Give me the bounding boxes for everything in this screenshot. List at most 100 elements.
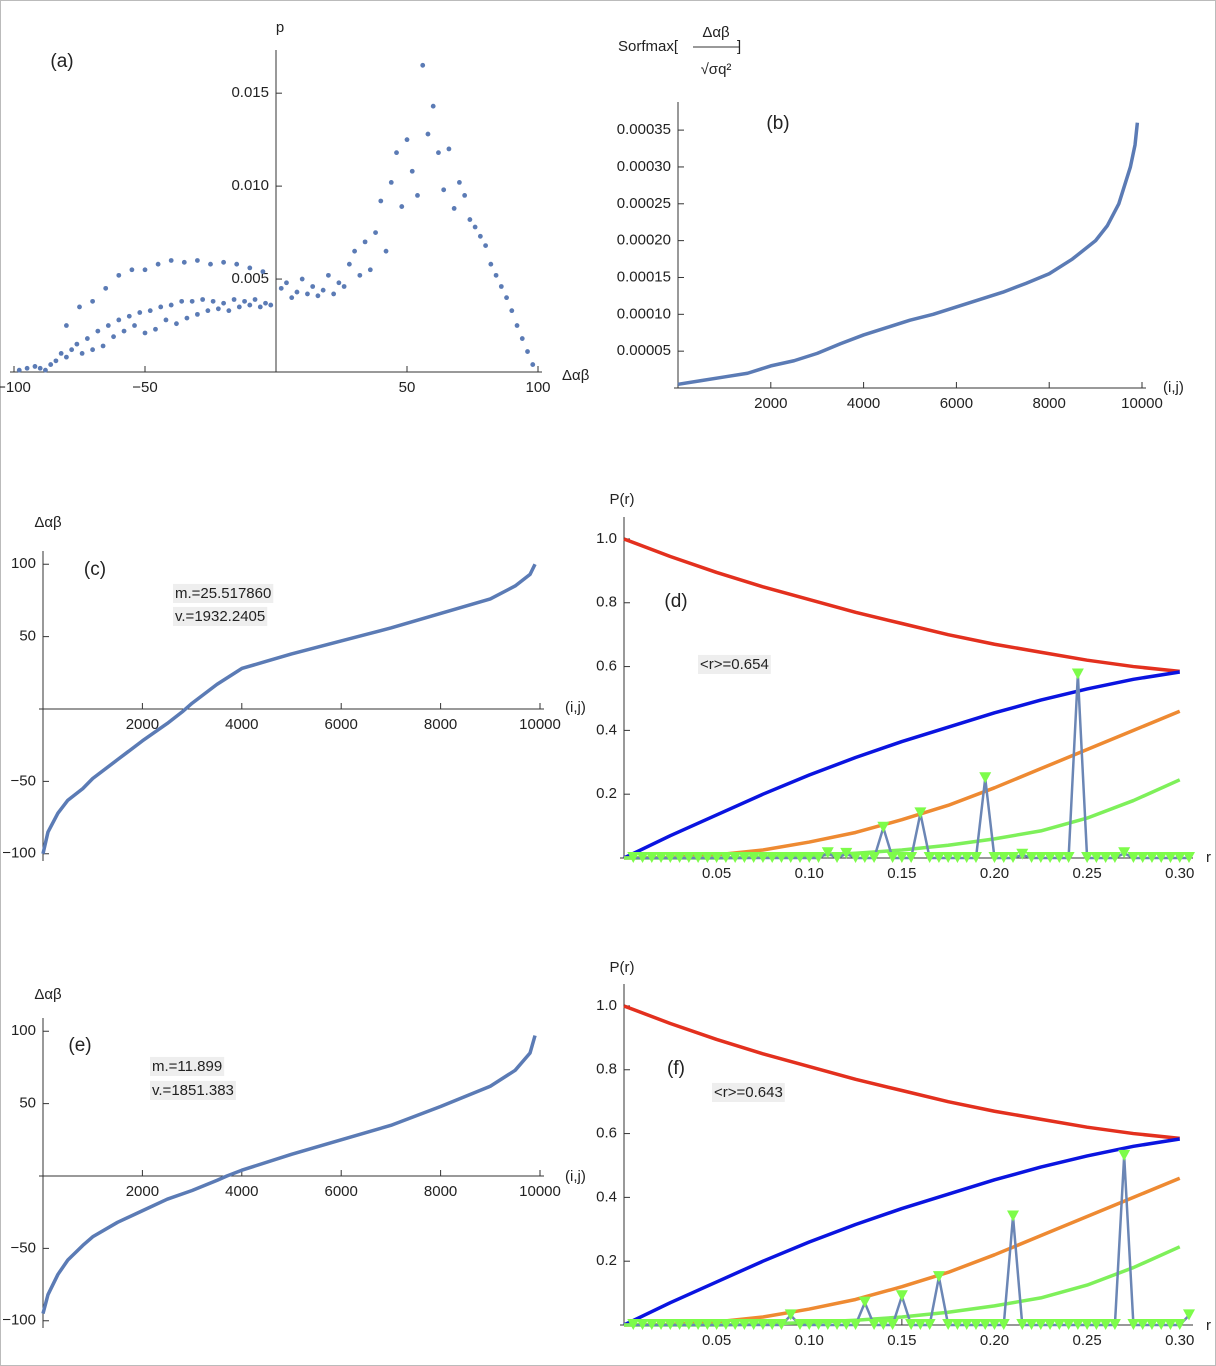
point: [179, 298, 185, 304]
triangle-marker: [1044, 852, 1057, 863]
y-tick-label: 0.2: [596, 785, 617, 802]
point: [294, 289, 300, 295]
point: [519, 336, 525, 341]
triangle-marker: [914, 1319, 927, 1330]
x-tick-label: 0.25: [1073, 865, 1102, 882]
triangle-marker: [645, 1319, 658, 1330]
point: [310, 284, 316, 289]
annotation-bg: [173, 606, 268, 626]
point: [514, 323, 520, 328]
y-tick-label: 0.00030: [617, 158, 671, 175]
point: [105, 323, 111, 328]
point: [483, 243, 488, 249]
point: [242, 298, 247, 304]
y-axis-label: Δαβ: [34, 986, 62, 1003]
panel: 2000 4000 6000 8000 10000 0.00005 0.00010 0.000…: [617, 24, 1184, 412]
y-tick-label: 0.2: [596, 1252, 617, 1269]
point: [32, 364, 38, 369]
point: [208, 261, 213, 267]
triangle-marker: [951, 1319, 964, 1330]
point: [226, 308, 232, 314]
triangle-marker: [1081, 852, 1094, 863]
y-tick-label: −100: [2, 845, 36, 862]
triangle-marker: [701, 852, 714, 863]
point: [383, 248, 389, 254]
triangle-marker: [1118, 1149, 1131, 1161]
point: [299, 276, 305, 282]
triangle-marker: [729, 852, 742, 863]
panel-label: (e): [68, 1035, 91, 1056]
x-tick-label: 100: [525, 379, 550, 396]
point: [132, 323, 137, 328]
point: [425, 131, 431, 137]
panel-label: (c): [84, 559, 106, 580]
point: [195, 258, 200, 263]
triangle-marker: [803, 852, 816, 863]
point: [247, 302, 253, 308]
triangle-marker: [1155, 852, 1168, 863]
point: [525, 349, 530, 354]
triangle-marker: [1081, 1319, 1094, 1330]
point: [451, 206, 457, 211]
x-tick-label: 8000: [1033, 395, 1066, 412]
point: [231, 297, 237, 302]
triangle-marker: [914, 807, 927, 819]
point: [24, 365, 30, 371]
point: [142, 267, 148, 273]
x-tick-label: 8000: [424, 716, 457, 733]
point: [436, 150, 441, 156]
y-tick-label: 1.0: [596, 997, 617, 1014]
panel: 0.05 0.10 0.15 0.20 0.25 0.30 0.2 0.4 0.6 0.8 1.0 (…: [596, 491, 1211, 882]
y-tick-label: 0.00015: [617, 268, 671, 285]
point: [247, 265, 253, 271]
point: [509, 308, 515, 314]
triangle-marker: [692, 852, 705, 863]
y-tick-label: 0.00035: [617, 121, 671, 138]
x-tick-label: 0.20: [980, 865, 1009, 882]
y-tick-label: 0.6: [596, 1125, 617, 1142]
triangle-marker: [849, 1319, 862, 1330]
x-tick-label: 6000: [325, 716, 358, 733]
triangle-marker: [1034, 852, 1047, 863]
triangle-marker: [655, 1319, 668, 1330]
point: [388, 180, 394, 185]
x-tick-label: 0.30: [1165, 1332, 1194, 1349]
point: [184, 315, 190, 321]
point: [142, 330, 148, 336]
triangle-marker: [766, 1319, 779, 1330]
point: [488, 261, 494, 267]
x-tick-label: 10000: [519, 716, 561, 733]
y-tick-label: 0.005: [231, 270, 269, 287]
triangle-marker: [1183, 852, 1195, 863]
triangle-marker: [784, 852, 797, 863]
triangle-marker: [877, 821, 890, 833]
x-tick-label: 10000: [1121, 395, 1163, 412]
x-tick-label: 10000: [519, 1183, 561, 1200]
point: [305, 291, 310, 297]
x-tick-label: 6000: [940, 395, 973, 412]
annotation-bg: [150, 1056, 225, 1076]
y-axis-label: P(r): [610, 959, 635, 976]
point: [181, 259, 187, 265]
triangle-marker: [997, 1319, 1010, 1330]
triangle-marker: [1071, 668, 1084, 680]
triangle-marker: [858, 852, 871, 863]
line: [623, 1004, 1180, 1141]
point: [284, 280, 289, 286]
point: [394, 150, 399, 156]
triangle-marker: [756, 852, 769, 863]
line: [623, 670, 1181, 860]
y-tick-label: −50: [11, 772, 36, 789]
y-axis-label: √σq²: [701, 61, 732, 78]
triangle-marker: [969, 852, 982, 863]
x-tick-label: 2000: [126, 1183, 159, 1200]
x-tick-label: 0.15: [887, 1332, 916, 1349]
y-tick-label: 100: [11, 1022, 36, 1039]
x-axis-label: (i,j): [1163, 379, 1184, 396]
point: [493, 272, 499, 278]
point: [263, 300, 268, 306]
point: [221, 259, 227, 265]
triangle-marker: [831, 852, 844, 863]
triangle-marker: [747, 852, 760, 863]
